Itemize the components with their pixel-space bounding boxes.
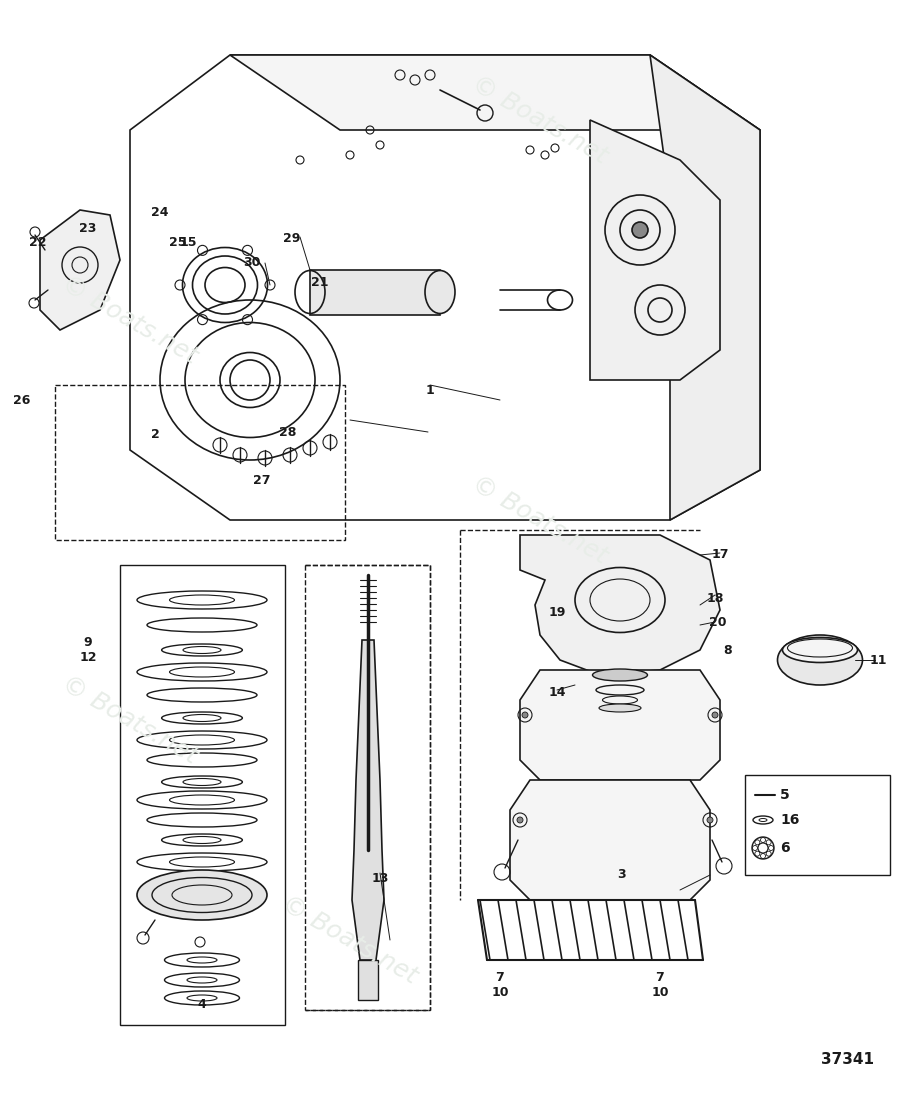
Circle shape bbox=[707, 817, 713, 823]
Text: 26: 26 bbox=[14, 394, 31, 407]
Text: 7
10: 7 10 bbox=[651, 971, 669, 999]
Text: 15: 15 bbox=[179, 236, 197, 249]
Text: 11: 11 bbox=[869, 653, 886, 666]
Text: 27: 27 bbox=[253, 473, 271, 486]
Bar bbox=[55, 385, 345, 540]
Text: 24: 24 bbox=[151, 206, 169, 219]
Text: 23: 23 bbox=[79, 222, 97, 235]
Ellipse shape bbox=[137, 870, 267, 920]
Text: 16: 16 bbox=[780, 813, 799, 827]
Polygon shape bbox=[590, 120, 720, 381]
Ellipse shape bbox=[599, 704, 641, 713]
Text: 37341: 37341 bbox=[822, 1052, 875, 1068]
Polygon shape bbox=[510, 780, 710, 900]
Ellipse shape bbox=[592, 670, 648, 681]
Text: 9
12: 9 12 bbox=[79, 636, 97, 664]
Ellipse shape bbox=[783, 638, 857, 663]
Text: © Boats.net: © Boats.net bbox=[468, 471, 612, 568]
Text: 17: 17 bbox=[711, 548, 729, 561]
Text: 2: 2 bbox=[150, 428, 159, 441]
Text: 4: 4 bbox=[198, 998, 207, 1011]
Polygon shape bbox=[352, 640, 384, 960]
Bar bbox=[745, 775, 890, 875]
Text: © Boats.net: © Boats.net bbox=[58, 672, 202, 769]
Polygon shape bbox=[310, 270, 440, 315]
Circle shape bbox=[712, 713, 718, 718]
Text: 19: 19 bbox=[548, 607, 566, 620]
Text: © Boats.net: © Boats.net bbox=[468, 72, 612, 169]
Text: 18: 18 bbox=[706, 591, 723, 604]
Text: 14: 14 bbox=[548, 686, 566, 699]
Text: 28: 28 bbox=[280, 426, 297, 439]
Text: 29: 29 bbox=[283, 232, 301, 245]
Text: 1: 1 bbox=[425, 384, 435, 396]
Text: 20: 20 bbox=[710, 615, 727, 629]
Text: 3: 3 bbox=[618, 868, 627, 881]
Polygon shape bbox=[520, 670, 720, 780]
Circle shape bbox=[522, 713, 528, 718]
Text: 25: 25 bbox=[169, 236, 187, 249]
Polygon shape bbox=[40, 210, 120, 330]
Ellipse shape bbox=[777, 635, 863, 685]
Circle shape bbox=[517, 817, 523, 823]
Polygon shape bbox=[520, 535, 720, 675]
Text: 21: 21 bbox=[312, 276, 329, 289]
Text: 7
10: 7 10 bbox=[491, 971, 508, 999]
Polygon shape bbox=[650, 55, 760, 520]
Text: 6: 6 bbox=[780, 840, 790, 855]
Text: 5: 5 bbox=[780, 788, 790, 802]
Circle shape bbox=[632, 222, 648, 238]
Text: © Boats.net: © Boats.net bbox=[58, 271, 202, 368]
Bar bbox=[358, 960, 378, 1000]
Text: 30: 30 bbox=[243, 257, 261, 269]
Text: 22: 22 bbox=[29, 236, 46, 249]
Text: 8: 8 bbox=[723, 643, 732, 656]
Polygon shape bbox=[230, 55, 760, 130]
Text: © Boats.net: © Boats.net bbox=[278, 891, 422, 988]
Ellipse shape bbox=[425, 270, 455, 313]
Text: 13: 13 bbox=[372, 871, 389, 885]
Bar bbox=[120, 565, 285, 1025]
Polygon shape bbox=[130, 55, 760, 520]
